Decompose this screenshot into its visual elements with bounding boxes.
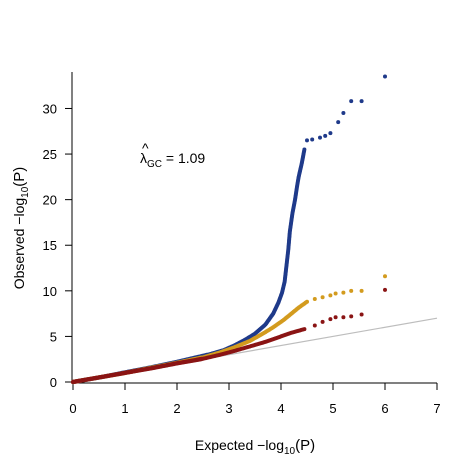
series-group xyxy=(70,74,387,385)
data-point xyxy=(383,74,387,79)
data-point xyxy=(305,299,309,304)
y-axis-title: Observed −log10(P) xyxy=(11,167,31,290)
data-point xyxy=(349,288,354,293)
y-axis-title-sub: 10 xyxy=(20,186,31,198)
y-axis-ticks: 0 5 10 15 20 25 30 xyxy=(43,101,72,390)
data-point xyxy=(320,295,325,300)
data-point xyxy=(323,133,328,138)
data-point xyxy=(336,120,341,125)
annotation-value: = 1.09 xyxy=(162,150,205,166)
data-point xyxy=(305,138,309,143)
data-point xyxy=(341,111,346,116)
x-tick-label: 7 xyxy=(433,401,440,416)
x-tick-label: 6 xyxy=(381,401,388,416)
series-3 xyxy=(70,287,387,385)
y-tick-label: 30 xyxy=(43,101,57,116)
data-point xyxy=(328,317,333,322)
data-point xyxy=(341,290,346,295)
data-point xyxy=(383,287,387,292)
data-point xyxy=(310,137,315,142)
y-axis-title-var: (P) xyxy=(11,167,28,187)
annotation-subscript: GC xyxy=(147,159,162,170)
x-axis-ticks: 0 1 2 3 4 5 6 7 xyxy=(69,383,441,416)
series-2 xyxy=(70,274,387,385)
x-tick-label: 2 xyxy=(173,401,180,416)
x-axis-title-main: Expected −log xyxy=(195,437,284,453)
data-point xyxy=(318,135,322,140)
x-tick-label: 4 xyxy=(277,401,284,416)
y-tick-label: 15 xyxy=(43,238,57,253)
data-point xyxy=(328,293,333,298)
y-tick-label: 0 xyxy=(50,375,57,390)
data-point xyxy=(383,274,387,279)
data-point xyxy=(333,315,338,320)
data-point xyxy=(328,131,333,136)
x-tick-label: 0 xyxy=(69,401,76,416)
data-point xyxy=(341,315,346,320)
y-tick-label: 25 xyxy=(43,147,57,162)
x-axis-title: Expected −log10(P) xyxy=(195,437,315,457)
data-point xyxy=(349,314,354,319)
x-axis-title-sub: 10 xyxy=(284,446,296,457)
x-tick-label: 5 xyxy=(329,401,336,416)
annotation-lambda: λGC = 1.09 xyxy=(140,150,205,170)
y-tick-label: 5 xyxy=(50,329,57,344)
data-point xyxy=(349,99,354,104)
x-tick-label: 1 xyxy=(121,401,128,416)
x-axis-title-var: (P) xyxy=(295,437,315,454)
data-point xyxy=(359,288,364,293)
data-point xyxy=(359,312,364,317)
y-axis-title-main: Observed −log xyxy=(11,198,27,289)
y-tick-label: 10 xyxy=(43,284,57,299)
annotation-hat: ^ xyxy=(142,140,149,156)
data-point xyxy=(312,323,317,328)
data-point xyxy=(333,291,338,296)
series-1 xyxy=(70,74,387,385)
annotation-symbol: λ xyxy=(140,150,147,166)
data-point xyxy=(312,297,317,302)
data-point xyxy=(359,99,364,104)
data-point xyxy=(302,327,307,332)
x-tick-label: 3 xyxy=(225,401,232,416)
data-point xyxy=(320,319,325,324)
y-tick-label: 20 xyxy=(43,193,57,208)
data-point xyxy=(302,147,307,152)
